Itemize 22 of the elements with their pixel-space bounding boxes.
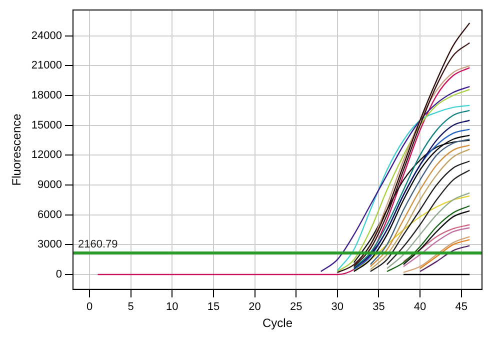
x-tick-label: 40 <box>414 301 426 314</box>
y-tick-label: 12000 <box>31 149 62 162</box>
x-tick-label: 0 <box>86 301 93 314</box>
y-tick-label: 6000 <box>38 208 62 221</box>
x-tick-label: 30 <box>331 301 344 314</box>
ref-line-label: 2160.79 <box>78 238 118 251</box>
x-tick-label: 45 <box>455 301 468 314</box>
y-axis-title: Fluorescence <box>10 113 24 186</box>
y-tick-label: 0 <box>56 268 62 281</box>
y-tick-label: 3000 <box>38 238 62 251</box>
x-tick-label: 20 <box>248 301 261 314</box>
x-tick-label: 15 <box>207 301 220 314</box>
x-tick-label: 5 <box>128 301 134 314</box>
y-tick-label: 9000 <box>38 179 62 192</box>
x-tick-label: 35 <box>372 301 385 314</box>
y-tick-label: 18000 <box>31 90 62 102</box>
x-tick-label: 10 <box>166 301 178 314</box>
x-axis-title: Cycle <box>262 316 293 330</box>
y-tick-label: 15000 <box>31 119 62 132</box>
y-tick-label: 21000 <box>31 60 62 72</box>
y-tick-label: 24000 <box>31 30 62 42</box>
x-tick-label: 25 <box>290 301 302 314</box>
